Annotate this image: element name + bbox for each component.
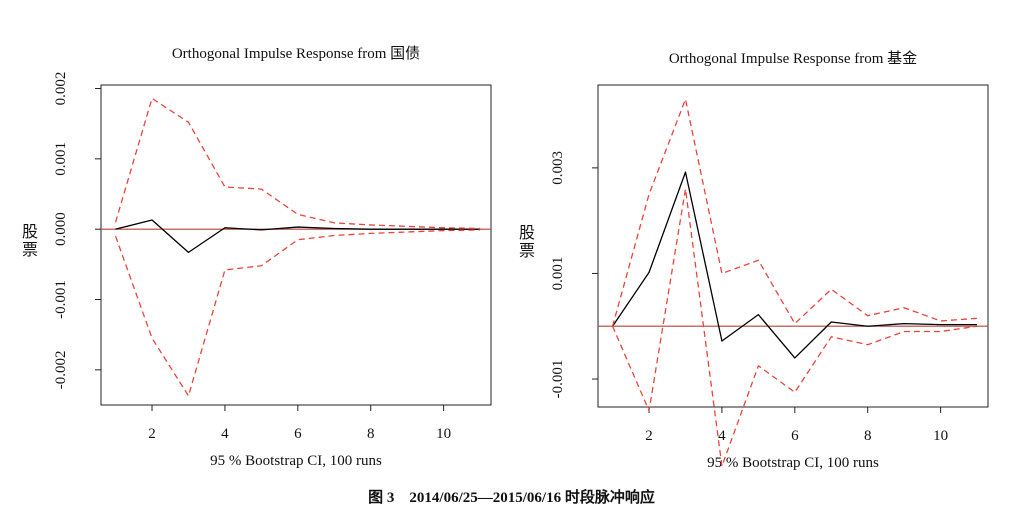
x-axis-label: 95 % Bootstrap CI, 100 runs [210,453,382,469]
y-tick-label: 0.001 [53,142,69,176]
y-tick-label: -0.002 [53,350,69,389]
x-tick-label: 2 [148,426,156,442]
plot-frame [597,84,989,408]
plot-frame [100,84,492,406]
series-line-lower [611,188,978,467]
figure-caption: 图 3 2014/06/25—2015/06/16 时段脉冲响应 [368,490,655,506]
y-tick-label: 0.001 [550,257,566,291]
x-tick-label: 4 [718,428,726,444]
series-line-response [612,171,978,359]
y-tick-label: 0.003 [550,151,566,185]
x-tick-label: 10 [933,428,948,444]
series-line-response [115,219,481,254]
y-axis-label: 股票 [519,224,535,260]
x-tick-label: 4 [221,426,229,442]
y-tick-label: -0.001 [550,360,566,399]
x-tick-label: 8 [864,428,872,444]
y-tick-label: -0.001 [53,280,69,319]
y-axis-label: 股票 [22,223,38,259]
x-axis-label: 95 % Bootstrap CI, 100 runs [707,455,879,471]
y-tick-label: 0.002 [53,72,69,106]
x-tick-label: 10 [436,426,451,442]
x-tick-label: 2 [645,428,653,444]
y-tick-label: 0.000 [53,212,69,246]
series-line-upper [114,97,481,230]
x-tick-label: 8 [367,426,375,442]
x-tick-label: 6 [791,428,799,444]
chart-panel-right: Orthogonal Impulse Response from 基金 2 4 6 8 1… [519,50,989,471]
x-tick-label: 6 [294,426,302,442]
series-line-lower [114,229,481,397]
chart-panel-left: Orthogonal Impulse Response from 国债 2 4 6 8 1… [22,45,492,469]
chart-title: Orthogonal Impulse Response from 基金 [669,50,917,67]
series-line-upper [611,98,978,327]
chart-title: Orthogonal Impulse Response from 国债 [172,45,420,62]
